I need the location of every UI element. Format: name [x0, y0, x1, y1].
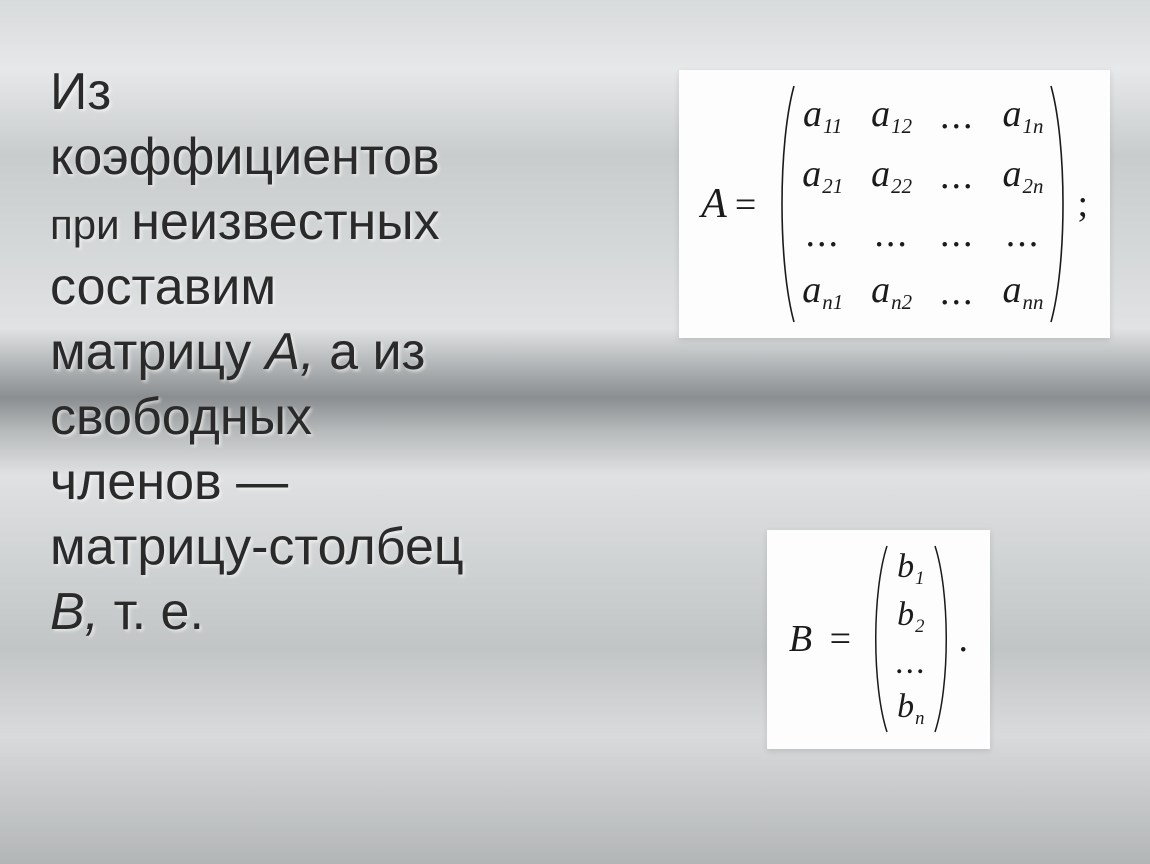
matrix-cell: ... [802, 215, 843, 253]
matrix-cell: ... [895, 646, 927, 680]
matrix-a-lhs: A= [701, 180, 774, 228]
matrix-cell: ... [940, 215, 975, 253]
right-paren [1049, 84, 1071, 324]
text-fragment: т. е. [99, 583, 204, 641]
right-paren [933, 544, 953, 734]
left-paren [869, 544, 889, 734]
matrix-cell: b2 [895, 598, 927, 636]
text-fragment: матрицу [50, 323, 266, 381]
matrix-cell: ann [1003, 271, 1044, 313]
matrix-cell: a22 [871, 155, 912, 197]
text-line: при неизвестных [50, 190, 550, 255]
matrix-cell: a1n [1003, 95, 1044, 137]
body-text: Из коэффициентов при неизвестных состави… [50, 60, 550, 645]
matrix-cell: an1 [802, 271, 843, 313]
matrix-a-formula: A= a11 a12 ... a1n a21 a22 ... a2n ... .… [679, 70, 1110, 338]
matrix-cell: ... [871, 215, 912, 253]
matrix-a-body: a11 a12 ... a1n a21 a22 ... a2n ... ... … [796, 89, 1049, 320]
text-line: матрицу А, а из [50, 320, 550, 385]
text-line: свободных [50, 385, 550, 450]
matrix-cell: bn [895, 690, 927, 728]
matrix-cell: ... [940, 97, 975, 135]
equation-row: A= a11 a12 ... a1n a21 a22 ... a2n ... .… [701, 84, 1088, 324]
matrix-cell: an2 [871, 271, 912, 313]
matrix-cell: ... [940, 157, 975, 195]
text-line: составим [50, 255, 550, 320]
text-line: Из [50, 60, 550, 125]
left-paren [774, 84, 796, 324]
equals-sign: = [727, 184, 764, 226]
text-line: В, т. е. [50, 580, 550, 645]
equals-sign: = [822, 618, 859, 660]
symbol-A: A [701, 181, 727, 227]
matrix-cell: a21 [802, 155, 843, 197]
trailing-semicolon: ; [1071, 182, 1088, 226]
equation-row: B = b1 b2 ... bn . [789, 544, 968, 735]
text-fragment: а из [315, 323, 426, 381]
matrix-cell: a11 [802, 95, 843, 137]
text-fragment: при [50, 201, 131, 248]
text-fragment: В, [50, 583, 99, 641]
matrix-b-lhs: B = [789, 617, 869, 661]
text-line: коэффициентов [50, 125, 550, 190]
matrix-cell: a12 [871, 95, 912, 137]
slide: Из коэффициентов при неизвестных состави… [0, 0, 1150, 864]
matrix-cell: a2n [1003, 155, 1044, 197]
text-line: членов — [50, 450, 550, 515]
matrix-cell: b1 [895, 550, 927, 588]
matrix-b-formula: B = b1 b2 ... bn . [767, 530, 990, 749]
trailing-period: . [953, 617, 969, 661]
matrix-cell: ... [1003, 215, 1044, 253]
symbol-B: B [789, 618, 812, 660]
text-line: матрицу-столбец [50, 515, 550, 580]
text-fragment: неизвестных [131, 193, 439, 251]
matrix-cell: ... [940, 273, 975, 311]
text-fragment: А, [266, 323, 315, 381]
matrix-b-body: b1 b2 ... bn [889, 544, 933, 735]
